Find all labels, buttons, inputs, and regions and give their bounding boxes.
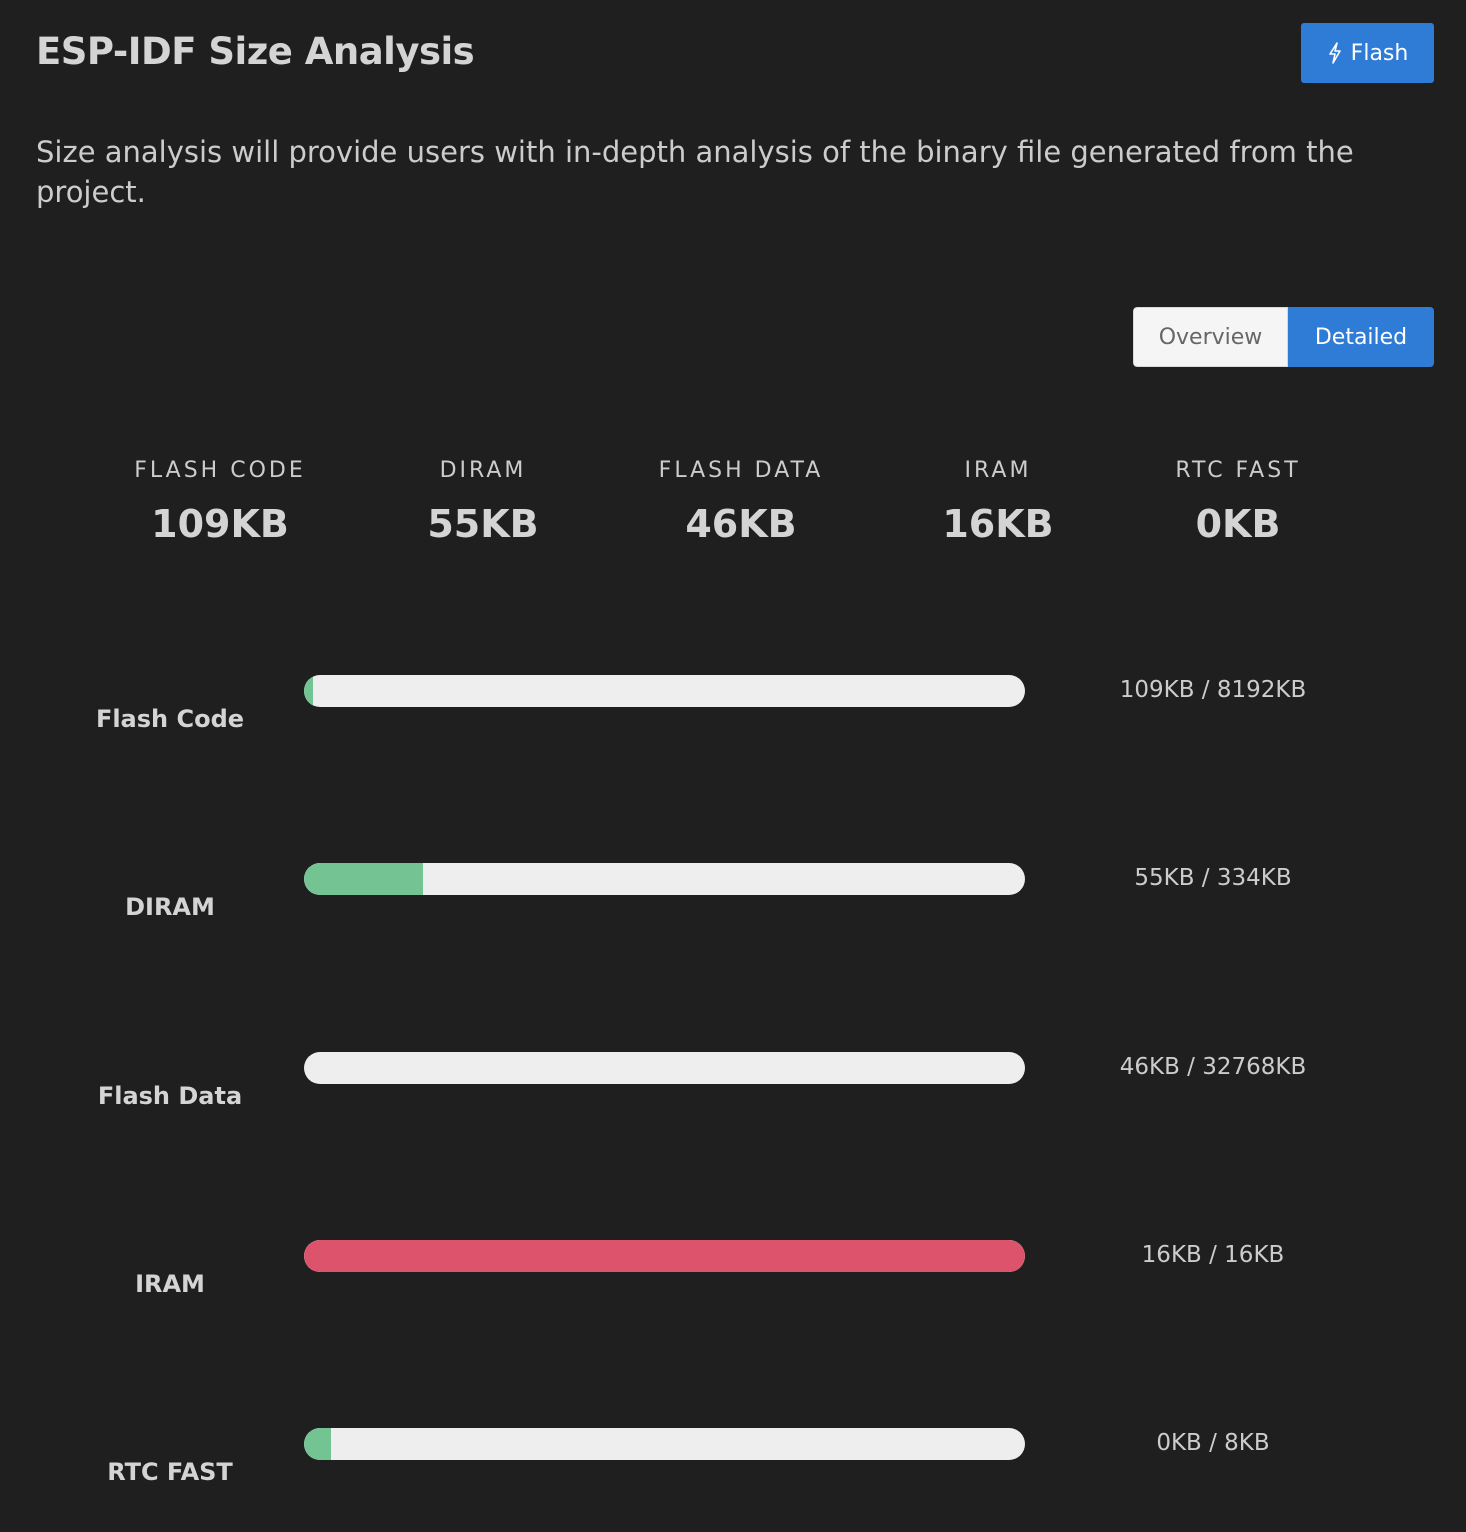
stat-label: FLASH CODE	[134, 458, 306, 483]
usage-row-diram: DIRAM 55KB / 334KB	[0, 863, 1466, 923]
view-toggle: Overview Detailed	[1133, 307, 1434, 367]
usage-value: 109KB / 8192KB	[1119, 677, 1307, 703]
usage-progress-bar	[304, 675, 1025, 707]
usage-progress-bar	[304, 1052, 1025, 1084]
tab-detailed[interactable]: Detailed	[1288, 307, 1434, 367]
summary-stats: FLASH CODE 109KB DIRAM 55KB FLASH DATA 4…	[90, 458, 1370, 558]
stat-iram: IRAM 16KB	[868, 458, 1128, 546]
stat-label: RTC FAST	[1175, 458, 1301, 483]
usage-label: DIRAM	[125, 893, 215, 921]
page-title: ESP-IDF Size Analysis	[36, 30, 475, 73]
usage-label: RTC FAST	[107, 1458, 233, 1486]
stat-diram: DIRAM 55KB	[353, 458, 613, 546]
usage-row-iram: IRAM 16KB / 16KB	[0, 1240, 1466, 1300]
stat-rtc-fast: RTC FAST 0KB	[1108, 458, 1368, 546]
usage-progress-fill	[304, 863, 423, 895]
page-description: Size analysis will provide users with in…	[36, 135, 1354, 209]
usage-row-flash-code: Flash Code 109KB / 8192KB	[0, 675, 1466, 735]
usage-label: Flash Data	[97, 1082, 243, 1110]
usage-value: 46KB / 32768KB	[1119, 1054, 1307, 1080]
usage-progress-fill	[304, 1240, 1025, 1272]
stat-label: DIRAM	[439, 458, 527, 483]
stat-value: 16KB	[942, 502, 1054, 546]
usage-progress-fill	[304, 675, 314, 707]
usage-progress-bar	[304, 1240, 1025, 1272]
flash-button-label: Flash	[1350, 40, 1409, 66]
stat-value: 0KB	[1195, 502, 1281, 546]
usage-value: 16KB / 16KB	[1141, 1242, 1285, 1268]
stat-value: 46KB	[685, 502, 797, 546]
usage-value: 55KB / 334KB	[1134, 865, 1292, 891]
tab-overview[interactable]: Overview	[1133, 307, 1288, 367]
stat-flash-code: FLASH CODE 109KB	[90, 458, 350, 546]
usage-row-rtc-fast: RTC FAST 0KB / 8KB	[0, 1428, 1466, 1488]
usage-progress-bar	[304, 863, 1025, 895]
lightning-icon	[1327, 42, 1343, 64]
usage-value: 0KB / 8KB	[1156, 1430, 1270, 1456]
usage-label: IRAM	[135, 1270, 205, 1298]
usage-progress-fill	[304, 1428, 331, 1460]
usage-label: Flash Code	[95, 705, 245, 733]
stat-flash-data: FLASH DATA 46KB	[611, 458, 871, 546]
stat-value: 109KB	[151, 502, 289, 546]
usage-row-flash-data: Flash Data 46KB / 32768KB	[0, 1052, 1466, 1112]
flash-button[interactable]: Flash	[1301, 23, 1434, 83]
stat-value: 55KB	[427, 502, 539, 546]
stat-label: IRAM	[964, 458, 1032, 483]
stat-label: FLASH DATA	[658, 458, 824, 483]
usage-progress-bar	[304, 1428, 1025, 1460]
